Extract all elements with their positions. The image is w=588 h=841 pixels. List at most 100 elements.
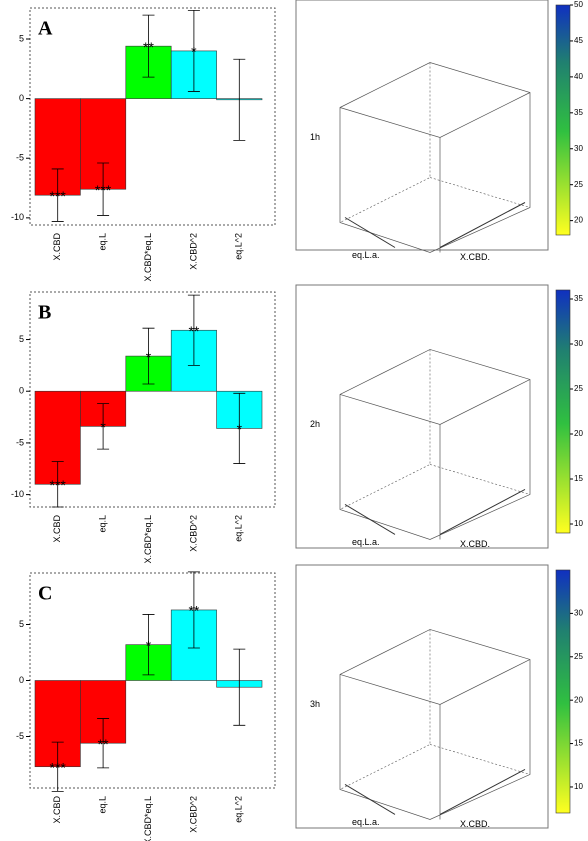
colorbar xyxy=(555,4,571,236)
colorbar-tick-label: 45 xyxy=(574,36,583,45)
colorbar-tick-label: 20 xyxy=(574,429,583,438)
colorbar-tick-label: 50 xyxy=(574,0,583,9)
colorbar-tick-label: 10 xyxy=(574,782,583,791)
y-tick-label: -10 xyxy=(11,489,24,499)
x-axis-label: X.CBD. xyxy=(460,539,490,549)
plot-frame xyxy=(29,7,276,226)
significance-label: ** xyxy=(188,603,199,619)
error-bar xyxy=(233,392,246,464)
x-tick-label: X.CBD^2 xyxy=(188,233,198,270)
colorbar-tick-label: 20 xyxy=(574,695,583,704)
significance-label: *** xyxy=(50,759,67,775)
y-axis-label: eq.L.a. xyxy=(352,250,380,260)
error-bar xyxy=(97,403,110,450)
colorbar-tick-label: 20 xyxy=(574,216,583,225)
y-tick-label: -5 xyxy=(16,437,24,447)
colorbar xyxy=(555,569,571,814)
panel-label: A xyxy=(38,18,53,40)
error-bar xyxy=(187,571,200,649)
significance-label: ** xyxy=(98,736,109,752)
colorbar-tick-label: 15 xyxy=(574,739,583,748)
x-tick-label: eq.L^2 xyxy=(234,515,244,542)
z-axis-label: 2h xyxy=(310,419,320,429)
cube xyxy=(339,62,531,253)
colorbar-tick-label: 30 xyxy=(574,144,583,153)
x-tick-label: eq.L^2 xyxy=(234,796,244,823)
z-axis-label: 1h xyxy=(310,132,320,142)
cube xyxy=(339,349,531,540)
cube-hidden xyxy=(339,629,531,790)
colorbar-tick-label: 25 xyxy=(574,384,583,393)
y-axis-label: eq.L.a. xyxy=(352,817,380,827)
plot-frame xyxy=(295,564,549,829)
colorbar-tick-label: 30 xyxy=(574,609,583,618)
significance-label: ** xyxy=(188,323,199,339)
significance-label: * xyxy=(191,44,197,60)
error-bar xyxy=(97,718,110,769)
significance-label: * xyxy=(146,349,152,365)
axis-arrows xyxy=(344,489,526,535)
x-tick-label: eq.L xyxy=(97,796,107,814)
x-tick-label: X.CBD^2 xyxy=(188,796,198,833)
cube-hidden xyxy=(339,62,531,223)
colorbar-tick-label: 15 xyxy=(574,474,583,483)
x-tick-label: X.CBD xyxy=(52,233,62,261)
error-bar xyxy=(233,648,246,726)
colorbar-tick-label: 25 xyxy=(574,652,583,661)
x-tick-label: X.CBD*eq.L xyxy=(143,796,153,841)
significance-label: *** xyxy=(50,188,67,204)
colorbar-tick-label: 30 xyxy=(574,339,583,348)
plot-frame xyxy=(29,291,276,508)
colorbar-tick-label: 40 xyxy=(574,72,583,81)
cube-hidden xyxy=(339,349,531,510)
x-tick-label: X.CBD*eq.L xyxy=(143,233,153,282)
y-tick-label: 5 xyxy=(19,619,24,629)
y-tick-label: 0 xyxy=(19,93,24,103)
error-bar xyxy=(97,162,110,216)
y-tick-label: -5 xyxy=(16,153,24,163)
y-tick-label: 0 xyxy=(19,386,24,396)
significance-label: * xyxy=(100,419,106,435)
x-axis-label: X.CBD. xyxy=(460,819,490,829)
y-tick-label: 5 xyxy=(19,33,24,43)
error-bar xyxy=(51,741,64,792)
y-axis-label: eq.L.a. xyxy=(352,537,380,547)
x-tick-label: eq.L xyxy=(97,233,107,251)
colorbar-tick-label: 25 xyxy=(574,180,583,189)
axis-arrows xyxy=(344,769,526,815)
error-bar xyxy=(142,14,155,78)
plot-frame xyxy=(295,0,549,251)
x-tick-label: eq.L xyxy=(97,515,107,533)
y-tick-label: 0 xyxy=(19,675,24,685)
x-tick-label: X.CBD xyxy=(52,515,62,543)
axis-arrows xyxy=(344,202,526,248)
panel-label: B xyxy=(38,302,51,324)
error-bar xyxy=(142,614,155,676)
panel-label: C xyxy=(38,583,52,605)
colorbar-tick-label: 10 xyxy=(574,519,583,528)
colorbar-tick-label: 35 xyxy=(574,294,583,303)
error-bar xyxy=(187,294,200,366)
error-bar xyxy=(51,461,64,508)
x-tick-label: eq.L^2 xyxy=(234,233,244,260)
error-bar xyxy=(51,168,64,222)
x-axis-label: X.CBD. xyxy=(460,252,490,262)
cube xyxy=(339,629,531,820)
error-bar xyxy=(142,327,155,385)
significance-label: * xyxy=(146,637,152,653)
x-tick-label: X.CBD xyxy=(52,796,62,824)
colorbar-tick-label: 35 xyxy=(574,108,583,117)
significance-label: *** xyxy=(95,182,112,198)
x-tick-label: X.CBD^2 xyxy=(188,515,198,552)
significance-label: * xyxy=(237,421,243,437)
x-tick-label: X.CBD*eq.L xyxy=(143,515,153,564)
y-tick-label: 5 xyxy=(19,334,24,344)
z-axis-label: 3h xyxy=(310,699,320,709)
y-tick-label: -5 xyxy=(16,731,24,741)
error-bar xyxy=(233,58,246,141)
plot-frame xyxy=(295,284,549,549)
significance-label: ** xyxy=(143,39,154,55)
error-bar xyxy=(187,9,200,92)
y-tick-label: -10 xyxy=(11,212,24,222)
